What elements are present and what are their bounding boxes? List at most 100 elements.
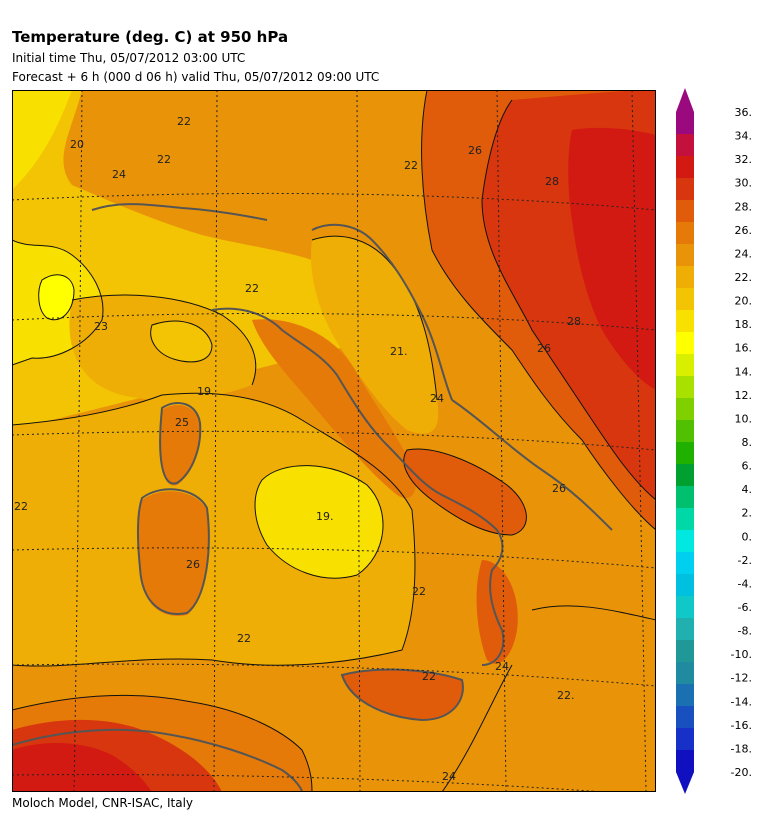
contour-fill-nw-18	[38, 274, 74, 320]
color-swatch	[676, 486, 694, 509]
color-scale-label: 8.	[742, 436, 753, 449]
contour-label: 24	[430, 392, 444, 405]
color-swatch	[676, 112, 694, 135]
color-scale-labels: 36. 34. 32. 30. 28. 26. 24. 22. 20. 18. 16. 14. 12. 1…	[731, 106, 752, 779]
color-swatches	[676, 88, 694, 794]
contour-fill-tyrrhenian-19	[255, 465, 384, 579]
color-swatch	[676, 332, 694, 355]
color-scale-label: -18.	[731, 742, 752, 755]
color-swatch	[676, 200, 694, 223]
color-scale-max-arrow	[676, 88, 694, 112]
color-scale-label: 2.	[742, 507, 753, 520]
color-swatch	[676, 354, 694, 377]
graticule	[12, 90, 656, 792]
color-swatch	[676, 464, 694, 487]
color-swatch	[676, 288, 694, 311]
color-scale-label: 32.	[735, 153, 753, 166]
color-swatch	[676, 640, 694, 663]
contour-label: 19.	[316, 510, 334, 523]
contour-label: 26	[552, 482, 566, 495]
color-scale-label: 36.	[735, 106, 753, 119]
color-scale-label: 16.	[735, 342, 753, 355]
color-swatch	[676, 222, 694, 245]
color-scale-label: 4.	[742, 483, 753, 496]
model-credit: Moloch Model, CNR-ISAC, Italy	[12, 796, 194, 810]
contour-label: 22	[404, 159, 418, 172]
contour-labels: 22 22 20 24 22 22 26 28 23 21. 19. 25 28…	[14, 115, 581, 783]
color-swatch	[676, 420, 694, 443]
color-swatch	[676, 728, 694, 751]
color-swatch	[676, 156, 694, 179]
color-scale-label: -12.	[731, 672, 752, 685]
contour-label: 23	[94, 320, 108, 333]
color-swatch	[676, 662, 694, 685]
color-scale-label: -20.	[731, 766, 752, 779]
contour-fill-puglia-28	[403, 449, 527, 535]
color-scale-label: 30.	[735, 177, 753, 190]
color-scale-label: -14.	[731, 695, 752, 708]
color-scale-label: 6.	[742, 460, 753, 473]
contour-label: 22.	[557, 689, 575, 702]
contour-fill-sicily	[342, 669, 463, 720]
contour-label: 22	[412, 585, 426, 598]
color-scale-label: -10.	[731, 648, 752, 661]
contour-label: 24	[112, 168, 126, 181]
contour-label: 22	[245, 282, 259, 295]
contour-label: 22	[14, 500, 28, 513]
forecast-time: Forecast + 6 h (000 d 06 h) valid Thu, 0…	[12, 70, 380, 84]
color-scale-label: -4.	[738, 577, 752, 590]
contour-label: 22	[237, 632, 251, 645]
color-scale-label: 0.	[742, 530, 753, 543]
contour-fill-ionian	[442, 605, 656, 792]
contour-fill-tyrrhenian-22	[12, 393, 415, 667]
contour-label: 26	[537, 342, 551, 355]
contour-label: 19.	[197, 385, 215, 398]
color-scale-label: -8.	[738, 625, 752, 638]
contour-label: 24	[495, 660, 509, 673]
color-swatch	[676, 552, 694, 575]
contour-lines	[12, 90, 656, 792]
color-swatch	[676, 530, 694, 553]
color-swatch	[676, 750, 694, 773]
color-scale-label: 18.	[735, 318, 753, 331]
contour-fill-hotspot-nw	[508, 104, 544, 137]
contour-fill-top-20	[12, 90, 72, 190]
color-swatch	[676, 596, 694, 619]
color-scale-label: -6.	[738, 601, 752, 614]
contour-label: 26	[468, 144, 482, 157]
color-swatch	[676, 244, 694, 267]
map-frame	[12, 90, 656, 792]
color-swatch	[676, 134, 694, 157]
contour-fill-balkans-30	[568, 127, 656, 391]
color-scale-label: 22.	[735, 271, 753, 284]
contour-fill-corsica	[160, 405, 201, 486]
contour-label: 22	[177, 115, 191, 128]
color-scale-label: 10.	[735, 412, 753, 425]
initial-time: Initial time Thu, 05/07/2012 03:00 UTC	[12, 51, 246, 65]
color-swatch	[676, 266, 694, 289]
color-scale-label: 34.	[735, 130, 753, 143]
map-title: Temperature (deg. C) at 950 hPa	[12, 28, 289, 46]
color-swatch	[676, 508, 694, 531]
color-swatch	[676, 376, 694, 399]
color-swatch	[676, 618, 694, 641]
color-swatch	[676, 706, 694, 729]
color-scale-label: 24.	[735, 247, 753, 260]
color-scale-bar: 36. 34. 32. 30. 28. 26. 24. 22. 20. 18. 16. 14. 12. 1…	[676, 88, 752, 794]
color-swatch	[676, 178, 694, 201]
contour-label: 22	[422, 670, 436, 683]
contour-fill-africa-32	[12, 743, 152, 792]
color-scale-label: -2.	[738, 554, 752, 567]
color-scale-label: 26.	[735, 224, 753, 237]
contour-label: 20	[70, 138, 84, 151]
color-swatch	[676, 574, 694, 597]
color-swatch	[676, 684, 694, 707]
contour-fill-ligurian-20	[150, 321, 212, 362]
contour-fill-sardinia	[137, 491, 209, 616]
contour-label: 22	[157, 153, 171, 166]
color-swatch	[676, 442, 694, 465]
contour-label: 25	[175, 416, 189, 429]
contour-label: 28	[567, 315, 581, 328]
contour-label: 21.	[390, 345, 408, 358]
contour-fill-calabria	[476, 560, 518, 664]
